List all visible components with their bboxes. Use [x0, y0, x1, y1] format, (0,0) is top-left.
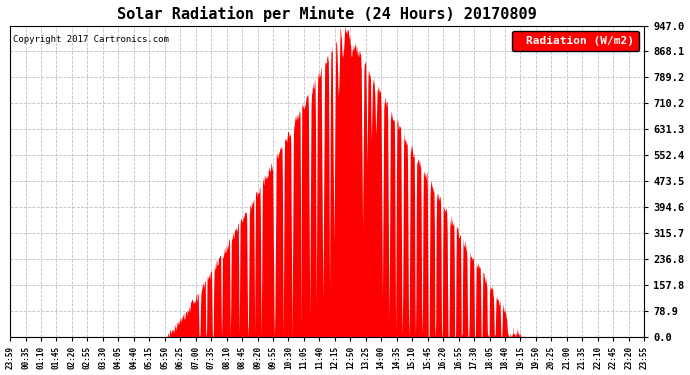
Legend: Radiation (W/m2): Radiation (W/m2): [512, 31, 639, 51]
Title: Solar Radiation per Minute (24 Hours) 20170809: Solar Radiation per Minute (24 Hours) 20…: [117, 6, 537, 21]
Text: Copyright 2017 Cartronics.com: Copyright 2017 Cartronics.com: [13, 35, 169, 44]
